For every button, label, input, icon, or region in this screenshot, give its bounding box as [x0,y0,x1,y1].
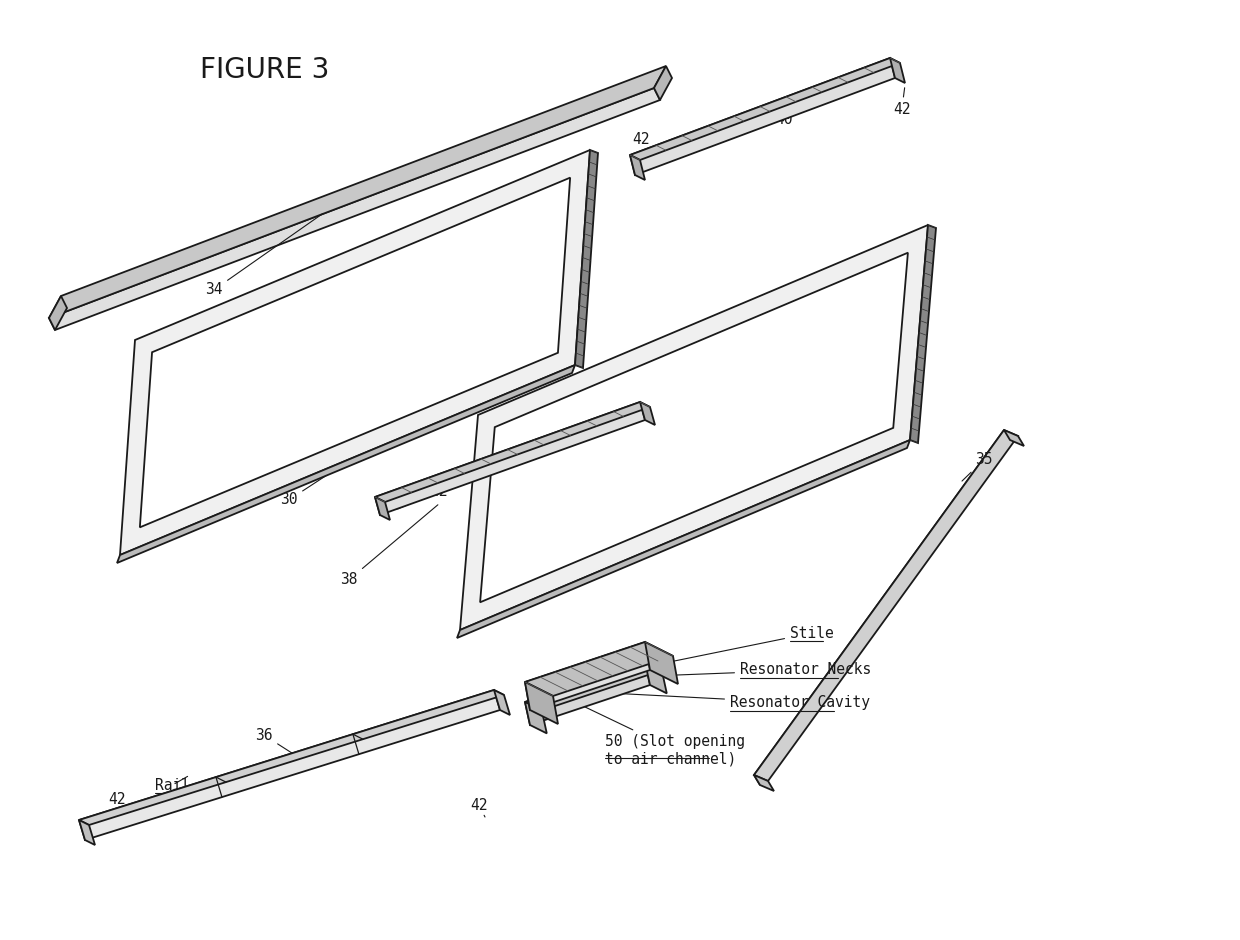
Polygon shape [374,402,645,515]
Polygon shape [645,642,678,684]
Polygon shape [79,690,500,840]
Text: Resonator Cavity: Resonator Cavity [593,692,870,711]
Polygon shape [140,178,570,527]
Polygon shape [525,642,673,696]
Polygon shape [890,58,905,83]
Text: 38: 38 [340,505,438,588]
Polygon shape [525,662,662,711]
Polygon shape [374,497,391,520]
Polygon shape [910,225,936,443]
Polygon shape [754,430,1018,781]
Polygon shape [630,58,895,175]
Polygon shape [645,662,667,694]
Text: 36: 36 [255,728,293,754]
Polygon shape [640,402,655,425]
Text: Resonator Necks: Resonator Necks [603,663,872,678]
Polygon shape [480,253,908,603]
Text: Stile: Stile [642,625,833,667]
Text: 30: 30 [280,462,347,508]
Polygon shape [525,642,650,710]
Polygon shape [374,402,650,502]
Polygon shape [575,150,598,368]
Polygon shape [525,682,558,724]
Polygon shape [120,150,590,555]
Polygon shape [525,662,650,725]
Text: 42: 42 [893,87,910,118]
Text: 50 (Slot opening
to air channel): 50 (Slot opening to air channel) [563,697,745,766]
Text: 42: 42 [470,797,487,817]
Polygon shape [79,690,503,825]
Text: FIGURE 3: FIGURE 3 [201,56,330,84]
Text: 42: 42 [632,133,650,153]
Text: Rail: Rail [155,776,190,792]
Text: 42: 42 [108,792,125,822]
Polygon shape [754,430,1011,785]
Polygon shape [630,58,900,160]
Polygon shape [79,820,95,845]
Polygon shape [653,66,672,100]
Polygon shape [460,225,928,630]
Text: 42: 42 [578,476,641,499]
Polygon shape [50,88,660,330]
Text: 35: 35 [962,452,992,481]
Polygon shape [117,365,575,563]
Polygon shape [630,155,645,180]
Polygon shape [458,440,910,638]
Text: 34: 34 [205,213,322,297]
Polygon shape [525,702,547,733]
Polygon shape [754,775,774,791]
Polygon shape [1004,430,1024,446]
Text: 40: 40 [771,102,792,128]
Polygon shape [494,690,510,715]
Polygon shape [50,296,67,330]
Text: 28: 28 [558,368,618,402]
Text: 42: 42 [398,484,448,509]
Polygon shape [50,66,666,318]
